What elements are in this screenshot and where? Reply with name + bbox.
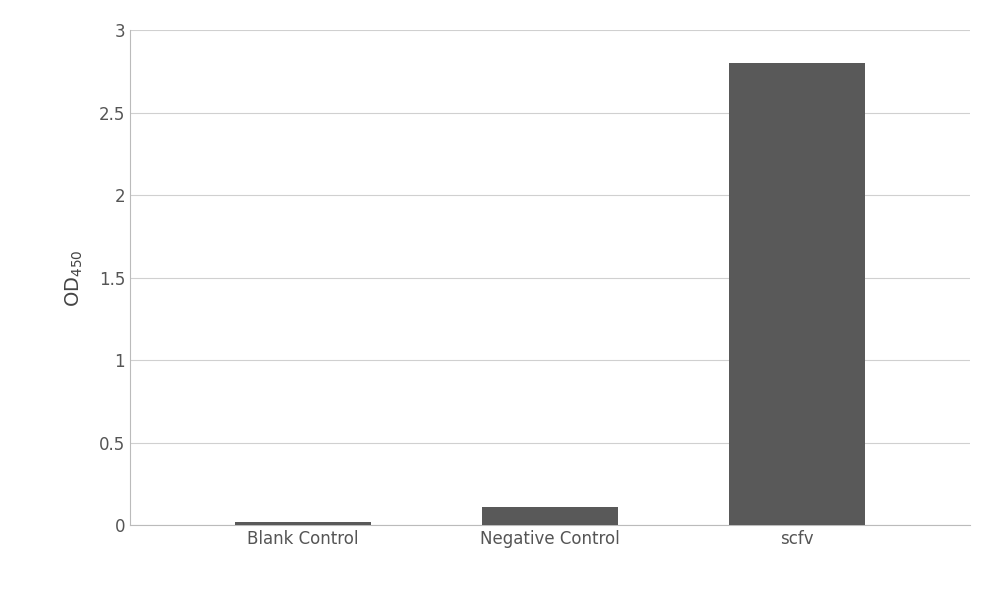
- Y-axis label: OD$_{450}$: OD$_{450}$: [64, 249, 85, 307]
- Bar: [729, 63, 865, 525]
- Bar: [235, 522, 371, 525]
- Bar: [482, 507, 618, 525]
